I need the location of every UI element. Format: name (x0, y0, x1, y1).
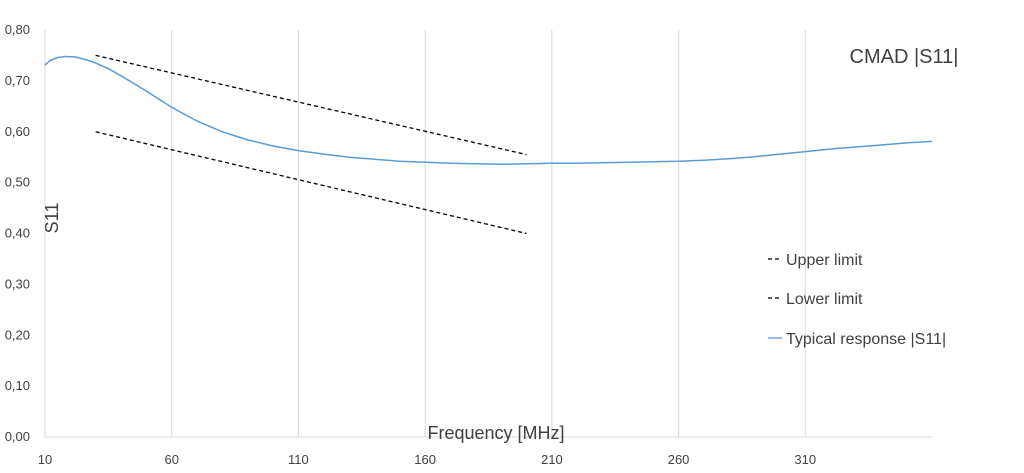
chart-title: CMAD |S11| (850, 46, 959, 68)
x-tick-label: 110 (288, 452, 309, 467)
y-tick-label: 0,10 (5, 378, 30, 393)
tick-labels: 10 60 110 160 210 260 310 0,00 0,10 0,20 0,30 0,40 0… (5, 22, 816, 467)
y-tick-label: 0,30 (5, 276, 30, 291)
grid-lines (44, 30, 932, 438)
y-tick-label: 0,20 (5, 327, 30, 342)
x-tick-label: 160 (414, 452, 436, 467)
y-axis-title: S11 (42, 203, 62, 234)
legend-label-lower-limit: Lower limit (786, 291, 863, 308)
legend: Upper limit Lower limit Typical response… (768, 252, 946, 348)
y-tick-label: 0,00 (5, 429, 30, 444)
legend-label-typical-response: Typical response |S11| (786, 331, 946, 348)
x-tick-label: 260 (668, 452, 690, 467)
series-line-typical-response-s11 (44, 55, 933, 166)
x-axis-title: Frequency [MHz] (427, 423, 564, 443)
y-tick-label: 0,70 (5, 73, 30, 88)
x-tick-label: 60 (164, 452, 178, 467)
y-tick-label: 0,40 (5, 226, 30, 241)
series-layer (44, 54, 933, 235)
x-tick-label: 210 (541, 452, 563, 467)
y-tick-label: 0,60 (5, 124, 30, 139)
series-line-upper-limit (95, 54, 527, 156)
x-tick-label: 10 (38, 452, 52, 467)
x-tick-label: 310 (794, 452, 816, 467)
series-line-lower-limit (95, 131, 527, 235)
legend-label-upper-limit: Upper limit (786, 252, 863, 269)
y-tick-label: 0,50 (5, 175, 30, 190)
y-tick-label: 0,80 (5, 22, 30, 37)
